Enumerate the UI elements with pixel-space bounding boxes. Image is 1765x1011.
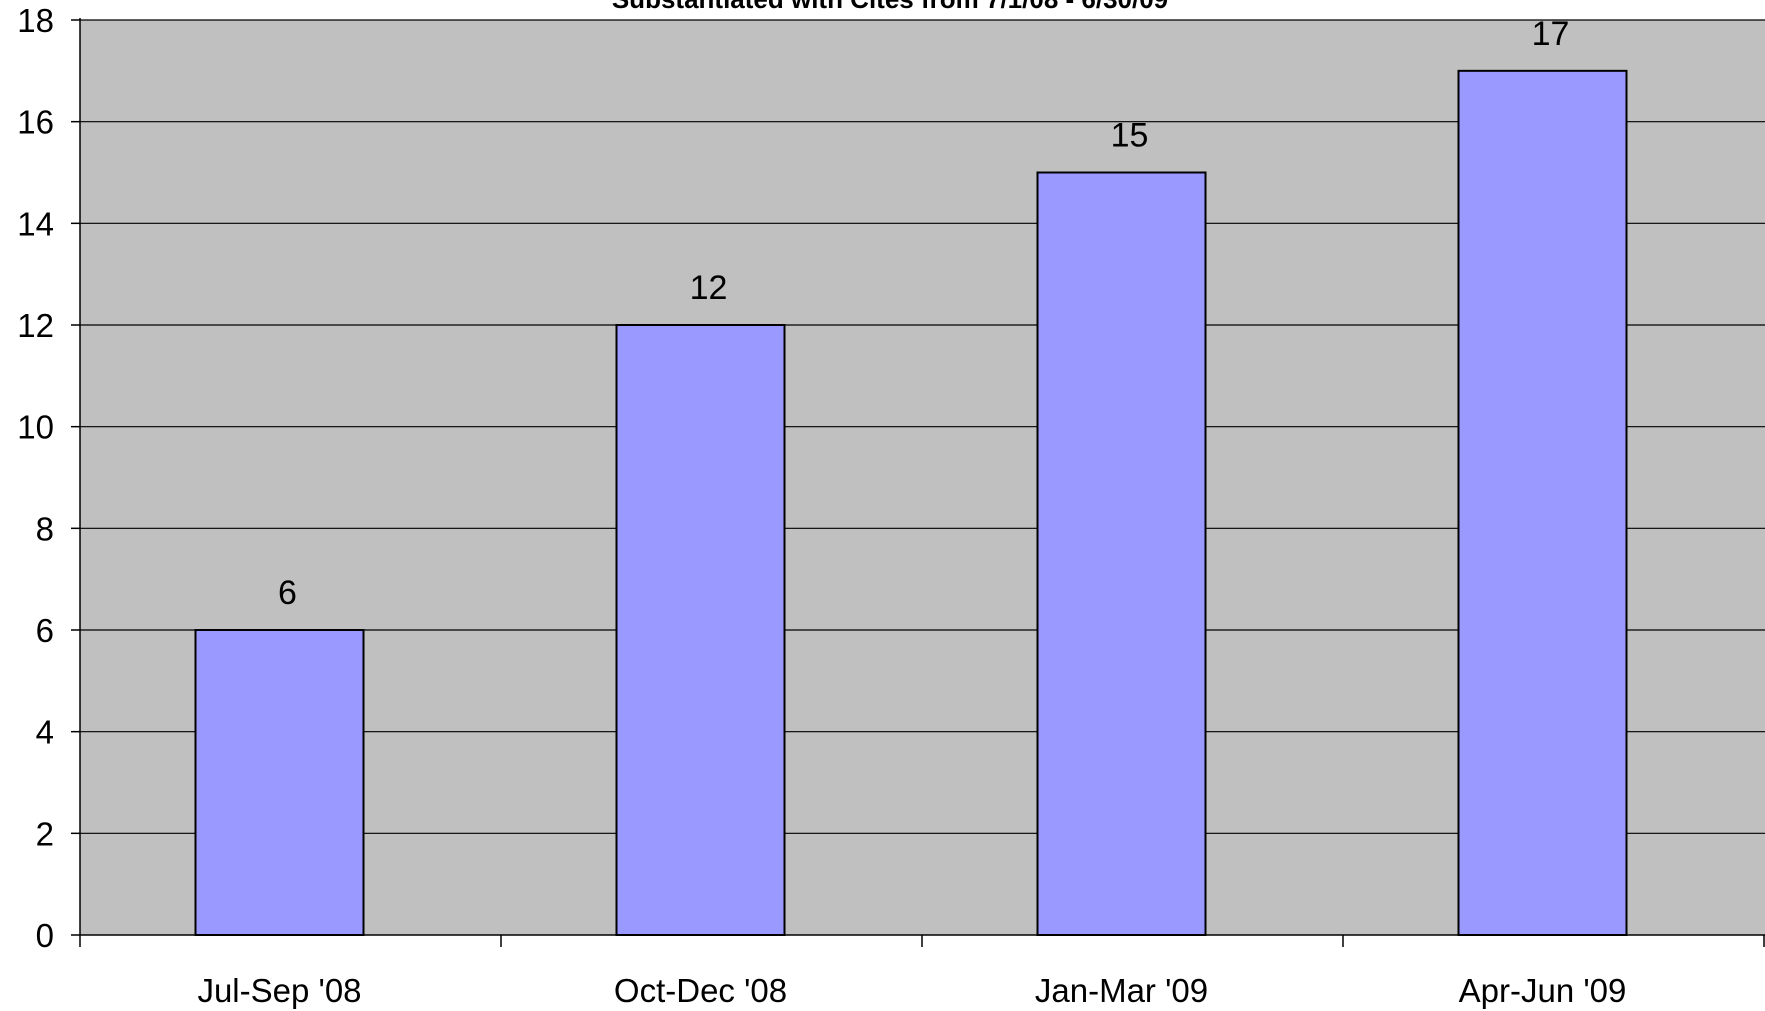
y-tick-label: 16	[17, 104, 54, 141]
bars	[194, 69, 1628, 937]
x-axis-tick-labels: Jul-Sep '08 Oct-Dec '08 Jan-Mar '09 Apr-Jun…	[197, 972, 1626, 1009]
y-tick-label: 12	[17, 307, 54, 344]
bar-data-label: 6	[278, 574, 297, 612]
y-tick-label: 6	[36, 612, 54, 649]
bar-data-label: 17	[1532, 15, 1570, 53]
bar	[615, 324, 786, 936]
data-labels: 6 12 15 17	[278, 15, 1569, 612]
x-tick-label: Apr-Jun '09	[1459, 972, 1627, 1009]
x-tick-label: Jul-Sep '08	[197, 972, 361, 1009]
y-tick-label: 10	[17, 409, 54, 446]
y-tick-label: 18	[17, 2, 54, 39]
y-tick-label: 2	[36, 815, 54, 852]
y-axis-tick-labels: 0 2 4 6 8 10 12 14 16 18	[17, 2, 54, 954]
bar	[1457, 69, 1628, 937]
x-tick-label: Jan-Mar '09	[1035, 972, 1208, 1009]
y-tick-label: 8	[36, 510, 54, 547]
bar-data-label: 15	[1111, 117, 1149, 155]
bar	[194, 629, 365, 936]
bar-data-label: 12	[690, 269, 728, 307]
chart-title: Substantiated with Cites from 7/1/08 - 6…	[612, 0, 1168, 14]
y-tick-label: 14	[17, 205, 54, 242]
axes	[71, 18, 1765, 947]
bar	[1036, 171, 1207, 936]
y-tick-label: 0	[36, 917, 54, 954]
y-tick-label: 4	[36, 714, 54, 751]
x-tick-label: Oct-Dec '08	[614, 972, 787, 1009]
